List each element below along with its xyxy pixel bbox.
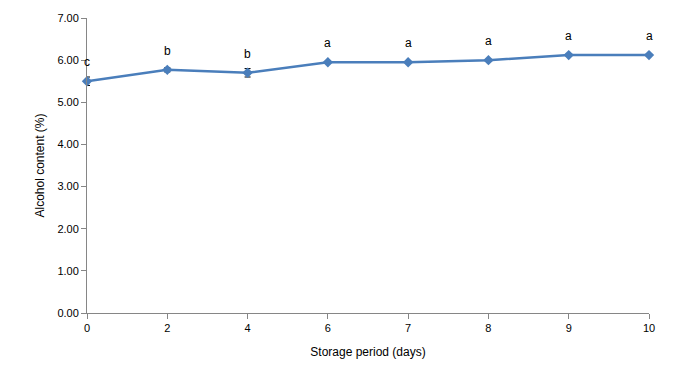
svg-text:a: a [324, 36, 331, 50]
svg-text:b: b [164, 44, 171, 58]
svg-text:a: a [646, 29, 653, 43]
svg-text:a: a [565, 29, 572, 43]
svg-text:1.00: 1.00 [57, 265, 78, 277]
svg-text:b: b [244, 47, 251, 61]
svg-text:7.00: 7.00 [57, 12, 78, 24]
svg-text:10: 10 [643, 322, 655, 334]
svg-text:8: 8 [485, 322, 491, 334]
svg-text:Storage period (days): Storage period (days) [310, 345, 425, 359]
svg-text:4.00: 4.00 [57, 138, 78, 150]
svg-text:3.00: 3.00 [57, 180, 78, 192]
svg-text:Alcohol content (%): Alcohol content (%) [33, 113, 47, 217]
svg-text:6: 6 [325, 322, 331, 334]
svg-text:a: a [485, 34, 492, 48]
svg-text:c: c [84, 55, 90, 69]
svg-text:5.00: 5.00 [57, 96, 78, 108]
svg-text:a: a [405, 36, 412, 50]
svg-text:2.00: 2.00 [57, 223, 78, 235]
svg-text:4: 4 [245, 322, 251, 334]
svg-text:2: 2 [164, 322, 170, 334]
svg-text:9: 9 [566, 322, 572, 334]
svg-text:6.00: 6.00 [57, 54, 78, 66]
svg-text:7: 7 [405, 322, 411, 334]
svg-text:0.00: 0.00 [57, 307, 78, 319]
svg-text:0: 0 [84, 322, 90, 334]
